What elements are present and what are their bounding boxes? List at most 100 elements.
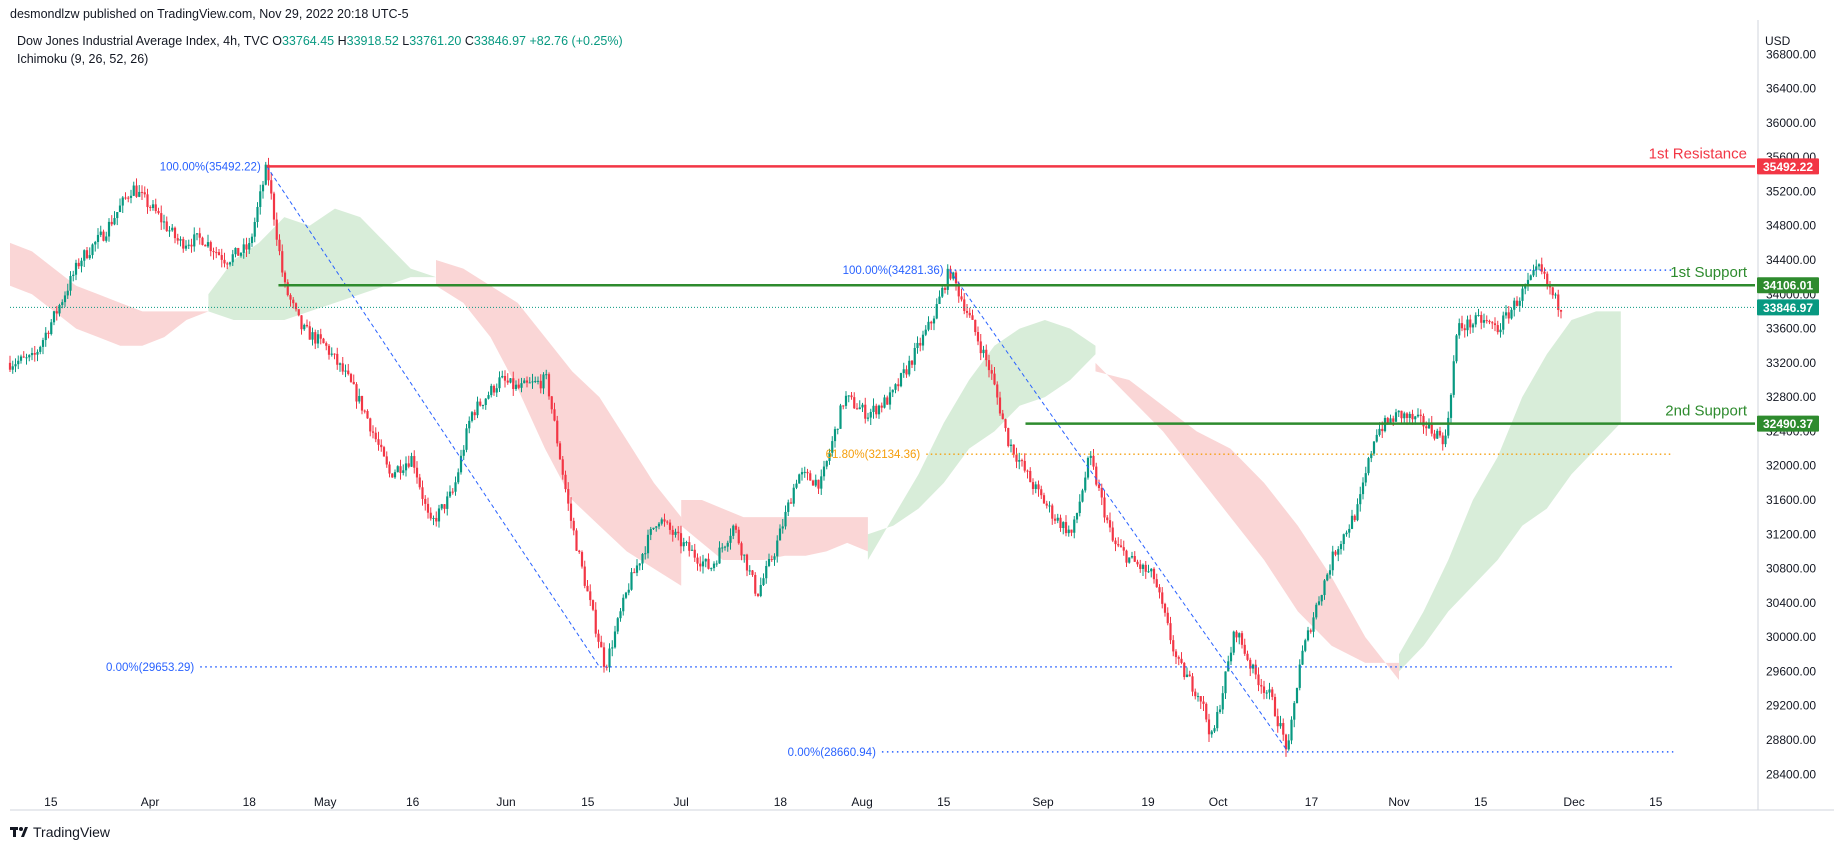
candle (264, 161, 267, 186)
candle-body (1172, 640, 1175, 652)
candle-body (748, 570, 751, 572)
candle (1551, 286, 1554, 299)
candle-body (564, 474, 567, 490)
candle (792, 483, 795, 507)
candle-body (473, 412, 476, 416)
candle (704, 558, 707, 568)
candle-body (891, 389, 894, 393)
candle (1238, 632, 1241, 645)
candle-body (69, 276, 72, 291)
candle (1059, 514, 1062, 532)
candle (1172, 635, 1175, 657)
candle (426, 497, 430, 519)
candle (1276, 708, 1279, 733)
candle (393, 469, 397, 479)
candle-body (723, 546, 727, 548)
candle-body (1559, 310, 1563, 312)
candle-body (792, 487, 795, 504)
candle-body (1221, 693, 1224, 710)
candle-body (1279, 723, 1282, 727)
candle-body (545, 374, 548, 376)
candle-body (589, 591, 592, 601)
candle (932, 315, 936, 331)
candle (875, 403, 878, 419)
candle-body (388, 464, 391, 474)
candle (514, 380, 518, 391)
candle-body (1389, 418, 1392, 423)
candle-body (1419, 414, 1422, 416)
candle (1458, 318, 1461, 339)
fib-retracement-2: 100.00%(34281.36) 0.00%(28660.94) 61.80%(3… (788, 265, 1674, 759)
candle (707, 553, 710, 570)
candle-body (1273, 696, 1277, 717)
ohlc-close-label: C (464, 34, 474, 48)
candle-body (679, 533, 683, 547)
candle (231, 249, 234, 266)
candle-body (1042, 495, 1046, 504)
candle (1559, 309, 1563, 319)
candle-body (369, 418, 372, 432)
tradingview-branding[interactable]: TradingView (10, 824, 110, 840)
candle (19, 354, 23, 364)
candle-body (542, 374, 545, 389)
candle-body (547, 374, 551, 397)
candle (1042, 492, 1046, 504)
candle (182, 236, 185, 253)
candle (377, 431, 380, 451)
candle (1119, 539, 1123, 548)
candle-body (1306, 630, 1310, 641)
candle (1128, 557, 1131, 564)
candle (729, 528, 732, 550)
candle (1103, 491, 1106, 523)
ichimoku-cloud-bullish-5 (867, 320, 1096, 560)
candle (751, 569, 754, 577)
candle-body (294, 303, 298, 310)
candle (1174, 649, 1178, 665)
candle-body (1133, 556, 1136, 562)
candle-body (1510, 309, 1513, 319)
candle-body (729, 535, 732, 543)
candle-body (110, 221, 113, 225)
candle-body (751, 570, 754, 575)
candle-body (36, 351, 39, 355)
candle (143, 186, 146, 198)
symbol-legend[interactable]: Dow Jones Industrial Average Index, 4h, … (17, 34, 623, 48)
candle (721, 543, 724, 553)
candle-body (418, 477, 421, 488)
candle-body (1232, 631, 1235, 653)
candle-body (470, 412, 474, 421)
candle-body (121, 197, 124, 206)
candle-body (476, 401, 479, 416)
candle-body (825, 460, 828, 467)
support-label: 1st Support (1670, 264, 1748, 281)
candle (237, 247, 240, 256)
candle (512, 371, 515, 396)
candle-body (1122, 547, 1125, 551)
candle (663, 513, 666, 527)
candle (1026, 469, 1029, 479)
candle (113, 211, 116, 226)
candle-body (1174, 651, 1178, 658)
time-tick-label: 19 (1141, 795, 1155, 809)
candle (883, 394, 886, 409)
candle-body (360, 395, 364, 411)
candle-body (25, 357, 28, 359)
candle (1048, 501, 1051, 513)
candle (525, 376, 529, 388)
candle-body (531, 381, 534, 383)
fib-label-100: 100.00%(34281.36) (843, 265, 944, 277)
price-tick-label: 34800.00 (1766, 219, 1816, 233)
candle (688, 536, 691, 557)
indicator-legend[interactable]: Ichimoku (9, 26, 52, 26) (17, 52, 149, 66)
candle (1436, 428, 1439, 439)
candle-body (237, 247, 240, 256)
candle-body (204, 244, 207, 247)
candle-body (633, 572, 636, 574)
candle-body (72, 274, 75, 277)
candle (910, 360, 914, 369)
candle-body (487, 395, 490, 399)
candle (253, 217, 256, 243)
candle-body (704, 558, 707, 562)
candle (1411, 409, 1414, 425)
